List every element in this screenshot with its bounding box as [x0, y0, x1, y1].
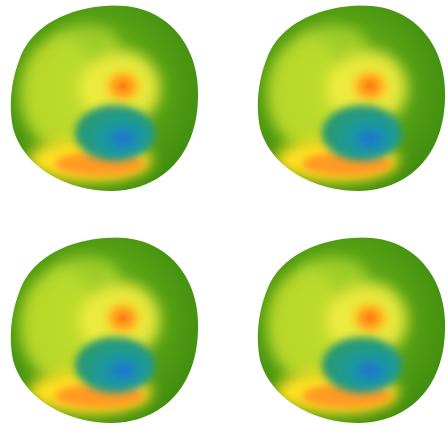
blob: [5, 230, 205, 429]
blob: [5, 0, 205, 198]
blob: [252, 0, 448, 198]
blob: [252, 230, 448, 429]
